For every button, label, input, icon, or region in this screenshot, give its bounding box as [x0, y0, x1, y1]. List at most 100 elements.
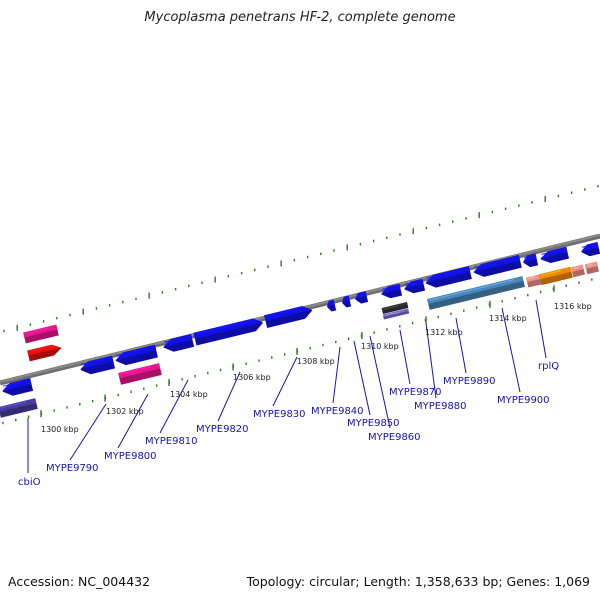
gene-face	[264, 306, 313, 322]
gene-arrow-a	[523, 253, 539, 268]
map-title: Mycoplasma penetrans HF-2, complete geno…	[144, 10, 456, 25]
leader-line	[425, 322, 437, 399]
leader-line	[535, 299, 547, 359]
genome-summary-text: Topology: circular; Length: 1,358,633 bp…	[246, 574, 590, 589]
leader-line	[501, 307, 521, 393]
gene-gloss	[195, 319, 254, 335]
label-leader-lines	[27, 299, 547, 473]
gene-arrow-mype9890	[425, 266, 472, 288]
gene-gloss	[384, 311, 400, 317]
gene-gloss	[81, 358, 104, 366]
gene-face	[27, 344, 62, 356]
leader-line	[455, 317, 467, 374]
feature-track	[0, 242, 600, 418]
gene-gloss	[120, 366, 151, 375]
feature-steel-blue	[427, 276, 525, 310]
gene-gloss	[426, 269, 461, 279]
gene-gloss	[116, 347, 147, 357]
gene-face	[381, 283, 401, 294]
gene-gloss	[327, 301, 331, 304]
gene-arrow-c	[581, 242, 600, 257]
scale-label: 1300 kbp	[41, 425, 79, 434]
gene-face	[355, 291, 367, 299]
gene-face	[540, 246, 568, 259]
gene-gloss	[3, 381, 22, 387]
gene-label: cbiO	[18, 477, 41, 488]
leader-line	[217, 371, 241, 422]
scale-label: 1304 kbp	[170, 390, 208, 399]
feature-dark	[381, 302, 409, 314]
leader-line	[332, 346, 341, 404]
gene-arrow-cbiO	[2, 378, 34, 396]
gene-gloss	[29, 345, 52, 353]
gene-gloss	[342, 297, 346, 300]
gene-gloss	[164, 337, 183, 343]
gene-label: MYPE9810	[145, 436, 198, 447]
scale-label: 1310 kbp	[361, 342, 399, 351]
scale-label: 1308 kbp	[297, 357, 335, 366]
feature-lavender	[382, 308, 410, 320]
gene-gloss	[266, 307, 303, 317]
gene-gloss	[429, 279, 515, 301]
gene-face	[2, 378, 32, 391]
gene-face	[326, 299, 335, 307]
feature-salmon-3	[584, 261, 600, 275]
gene-label: MYPE9790	[46, 463, 99, 474]
feature-pink-top	[23, 324, 59, 344]
gene-label: MYPE9830	[253, 409, 306, 420]
gene-label: MYPE9800	[104, 451, 157, 462]
leader-line	[117, 393, 149, 449]
scale-label: 1302 kbp	[106, 407, 144, 416]
gene-gloss	[587, 263, 593, 267]
feature-red	[27, 344, 62, 362]
gene-arrow-mype9830	[264, 306, 313, 328]
leader-line	[353, 340, 371, 416]
gene-face	[163, 334, 193, 347]
gene-face	[23, 324, 58, 338]
gene-label: rplQ	[538, 361, 559, 372]
gene-gloss	[541, 249, 558, 256]
gene-label: MYPE9900	[497, 395, 550, 406]
gene-arrow-mype9860	[355, 291, 369, 304]
gene-gloss	[0, 401, 27, 409]
feature-purple	[0, 398, 38, 418]
gene-label: MYPE9840	[311, 406, 364, 417]
gene-face	[341, 295, 350, 303]
gene-arrow-mype9810	[163, 334, 195, 352]
gene-face	[581, 242, 599, 252]
leader-line	[69, 403, 107, 461]
gene-gloss	[528, 276, 535, 280]
gene-face	[80, 355, 114, 370]
gene-face	[584, 261, 598, 269]
gene-face	[404, 278, 424, 289]
scale-label: 1316 kbp	[554, 302, 592, 311]
scale-labels: 1300 kbp 1302 kbp 1304 kbp 1306 kbp 1308 kbp…	[41, 302, 592, 434]
gene-arrow-mype9820	[193, 318, 264, 346]
gene-arrow-mype9880	[404, 278, 426, 294]
gene-arrow-b	[540, 246, 570, 264]
gene-arrow-mype9870	[381, 283, 403, 299]
gene-label: MYPE9880	[414, 401, 467, 412]
feature-orange	[539, 266, 573, 286]
gene-face	[523, 253, 537, 263]
gene-label: MYPE9890	[443, 376, 496, 387]
gene-arrow-mype9900	[473, 255, 522, 277]
gene-face	[193, 318, 263, 339]
gene-label: MYPE9870	[389, 387, 442, 398]
gene-gloss	[541, 269, 563, 276]
gene-gloss	[356, 293, 362, 296]
scale-label: 1314 kbp	[489, 314, 527, 323]
gene-arrow-mype9800	[115, 344, 158, 366]
leader-line	[159, 379, 189, 434]
gene-face	[570, 264, 584, 272]
inner-tick-track	[2, 278, 593, 425]
gene-face	[539, 266, 572, 280]
gene-gloss	[382, 286, 393, 291]
outer-tick-track	[3, 185, 599, 333]
gene-arrow-mype9850	[341, 295, 352, 308]
gene-gloss	[405, 281, 416, 286]
gene-gloss	[573, 266, 579, 270]
